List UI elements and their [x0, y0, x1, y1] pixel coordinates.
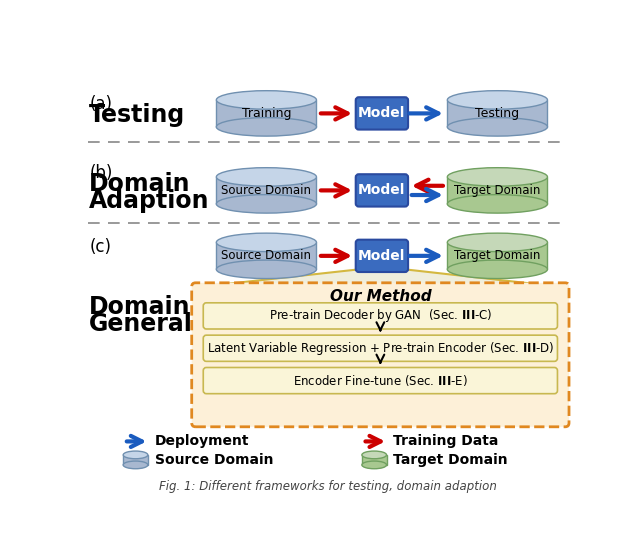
Text: Fig. 1: Different frameworks for testing, domain adaption: Fig. 1: Different frameworks for testing… [159, 479, 497, 493]
Ellipse shape [447, 233, 547, 251]
Ellipse shape [362, 451, 387, 459]
Text: Training: Training [242, 107, 291, 120]
Text: Source Domain: Source Domain [221, 249, 312, 262]
Ellipse shape [362, 461, 387, 469]
Bar [123, 455, 148, 465]
Text: Testing: Testing [476, 107, 520, 120]
Bar [216, 100, 316, 127]
Text: Model: Model [358, 249, 406, 263]
Text: Encoder Fine-tune (Sec. $\mathbf{III}$-E): Encoder Fine-tune (Sec. $\mathbf{III}$-E… [293, 373, 468, 388]
Text: Deployment: Deployment [155, 435, 249, 449]
Bar [447, 177, 547, 204]
Text: Model: Model [358, 184, 406, 197]
Text: Generalization: Generalization [90, 312, 284, 337]
FancyBboxPatch shape [204, 335, 557, 361]
Ellipse shape [447, 195, 547, 213]
Ellipse shape [447, 91, 547, 109]
FancyBboxPatch shape [204, 367, 557, 394]
Text: Testing: Testing [90, 103, 186, 127]
FancyBboxPatch shape [356, 174, 408, 207]
Bar [447, 100, 547, 127]
Bar [216, 177, 316, 204]
Text: Our Method: Our Method [330, 289, 431, 304]
Polygon shape [202, 269, 559, 287]
Text: (a): (a) [90, 95, 112, 113]
Text: Domain: Domain [90, 296, 191, 319]
Ellipse shape [216, 167, 316, 186]
Text: Target Domain: Target Domain [394, 453, 508, 467]
Text: Pre-train Decoder by GAN  (Sec. $\mathbf{III}$-C): Pre-train Decoder by GAN (Sec. $\mathbf{… [269, 307, 492, 324]
Text: (c): (c) [90, 237, 111, 255]
Ellipse shape [216, 233, 316, 251]
Ellipse shape [123, 451, 148, 459]
Ellipse shape [123, 461, 148, 469]
FancyBboxPatch shape [356, 240, 408, 272]
Text: Adaption: Adaption [90, 189, 210, 213]
Ellipse shape [216, 118, 316, 136]
Bar [216, 242, 316, 269]
Ellipse shape [216, 91, 316, 109]
Text: Training Data: Training Data [394, 435, 499, 449]
Text: Source Domain: Source Domain [221, 184, 312, 197]
Text: Domain: Domain [90, 172, 191, 196]
FancyBboxPatch shape [356, 97, 408, 129]
FancyBboxPatch shape [204, 303, 557, 329]
Text: Target Domain: Target Domain [454, 249, 541, 262]
Text: (b): (b) [90, 165, 113, 183]
Text: Source Domain: Source Domain [155, 453, 273, 467]
Ellipse shape [447, 118, 547, 136]
Text: Latent Variable Regression + Pre-train Encoder (Sec. $\mathbf{III}$-D): Latent Variable Regression + Pre-train E… [207, 340, 554, 357]
Ellipse shape [216, 195, 316, 213]
FancyBboxPatch shape [192, 283, 569, 427]
Bar [447, 242, 547, 269]
Ellipse shape [447, 260, 547, 278]
Bar [362, 455, 387, 465]
Text: Model: Model [358, 106, 406, 120]
Ellipse shape [447, 167, 547, 186]
Ellipse shape [216, 260, 316, 278]
Text: Target Domain: Target Domain [454, 184, 541, 197]
